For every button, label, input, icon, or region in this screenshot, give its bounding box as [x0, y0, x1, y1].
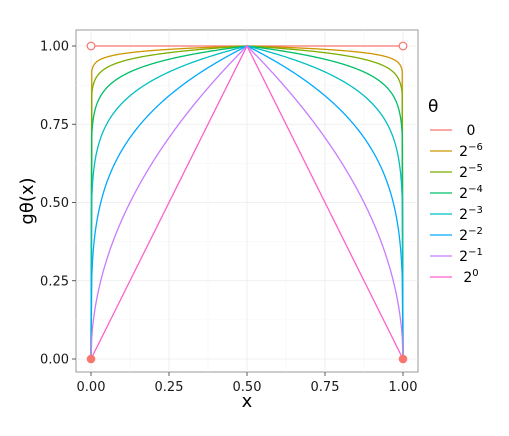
x-tick-label: 0.25 — [155, 380, 184, 395]
marker-layer — [86, 41, 408, 364]
x-tick-label: 0.50 — [233, 380, 262, 395]
legend-label-exponent: 0 — [472, 268, 478, 279]
legend-label-4: 2−3 — [459, 205, 483, 223]
legend-label-7: 20 — [463, 268, 478, 286]
y-tick-label: 1.00 — [40, 40, 69, 55]
y-axis-title: gθ(x) — [17, 177, 38, 224]
axes: 0.00 0.00 0.25 0.25 0.50 0.50 0.75 0.75 1.00 1.00 — [40, 40, 417, 396]
filled-endpoint-marker — [86, 354, 96, 364]
legend-label-base: 2 — [459, 249, 468, 265]
legend-label-base: 2 — [459, 165, 468, 181]
legend-label-base: 2 — [459, 228, 468, 244]
legend-label-exponent: −1 — [468, 247, 483, 258]
x-tick-label: 1.00 — [389, 380, 418, 395]
legend-title: θ — [428, 97, 438, 117]
legend-label-3: 2−4 — [459, 184, 483, 202]
series-line-7 — [90, 44, 404, 360]
legend-label-5: 2−2 — [459, 226, 483, 244]
filled-endpoint-marker — [398, 354, 408, 364]
legend-label-base: 2 — [463, 270, 472, 286]
y-tick-label: 0.25 — [40, 274, 69, 289]
y-tick-label: 0.00 — [40, 353, 69, 368]
legend-label-exponent: −4 — [468, 184, 483, 195]
x-tick-label: 0.00 — [77, 380, 106, 395]
legend-label-exponent: −2 — [468, 226, 483, 237]
legend-label-exponent: −3 — [468, 205, 483, 216]
legend: θ 02−62−52−42−32−22−120 — [428, 97, 483, 286]
legend-label-exponent: −5 — [468, 163, 483, 174]
y-tick-label: 0.75 — [40, 118, 69, 133]
legend-label-2: 2−5 — [459, 163, 483, 181]
legend-label-base: 2 — [459, 186, 468, 202]
y-tick-label: 0.50 — [40, 196, 69, 211]
x-tick-label: 0.75 — [311, 380, 340, 395]
x-axis-title: x — [242, 391, 253, 412]
series-layer — [90, 44, 404, 360]
legend-label-6: 2−1 — [459, 247, 483, 265]
legend-label-0: 0 — [467, 123, 476, 139]
legend-label-1: 2−6 — [459, 142, 483, 160]
open-endpoint-marker — [86, 41, 96, 51]
legend-label-exponent: −6 — [468, 142, 483, 153]
plot-panel — [75, 29, 419, 373]
open-endpoint-marker — [398, 41, 408, 51]
legend-label-base: 2 — [459, 144, 468, 160]
legend-label-base: 0 — [467, 123, 476, 139]
legend-label-base: 2 — [459, 207, 468, 223]
